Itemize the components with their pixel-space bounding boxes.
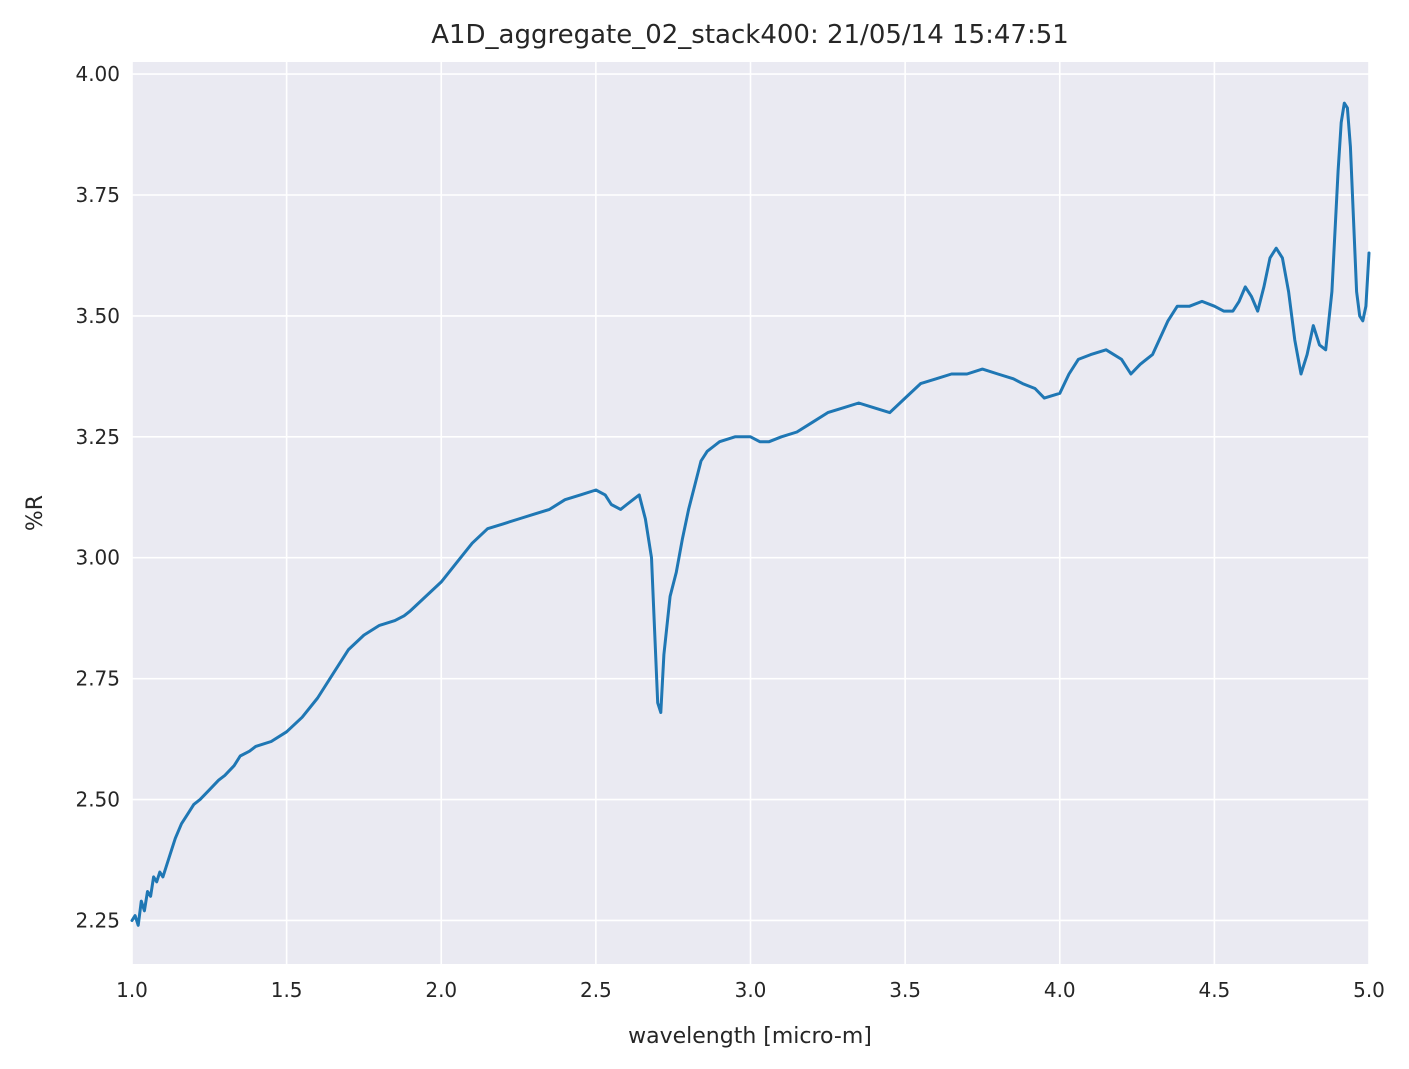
x-tick-label: 1.0 [116, 978, 148, 1002]
y-tick-label: 3.25 [75, 425, 120, 449]
x-tick-label: 4.5 [1198, 978, 1230, 1002]
y-axis-label: %R [23, 495, 48, 531]
series-layer [130, 101, 1371, 927]
x-tick-label: 2.5 [580, 978, 612, 1002]
y-tick-label: 2.25 [75, 908, 120, 932]
x-tick-label: 5.0 [1353, 978, 1385, 1002]
y-tick-label: 3.00 [75, 546, 120, 570]
chart-title: A1D_aggregate_02_stack400: 21/05/14 15:4… [431, 20, 1069, 50]
x-tick-label: 1.5 [271, 978, 303, 1002]
y-tick-labels: 2.25 2.50 2.75 3.00 3.25 3.50 3.75 4.00 [75, 62, 120, 932]
x-tick-label: 3.5 [889, 978, 921, 1002]
x-gridlines [131, 62, 1370, 964]
series-line [130, 101, 1371, 927]
x-tick-label: 3.0 [735, 978, 767, 1002]
y-tick-label: 2.75 [75, 667, 120, 691]
x-tick-label: 4.0 [1044, 978, 1076, 1002]
y-tick-label: 2.50 [75, 788, 120, 812]
y-tick-label: 4.00 [75, 62, 120, 86]
y-tick-label: 3.75 [75, 183, 120, 207]
x-tick-labels: 1.0 1.5 2.0 2.5 3.0 3.5 4.0 4.5 5.0 [116, 978, 1385, 1002]
x-tick-label: 2.0 [425, 978, 457, 1002]
x-axis-label: wavelength [micro-m] [628, 1024, 872, 1049]
y-tick-label: 3.50 [75, 304, 120, 328]
